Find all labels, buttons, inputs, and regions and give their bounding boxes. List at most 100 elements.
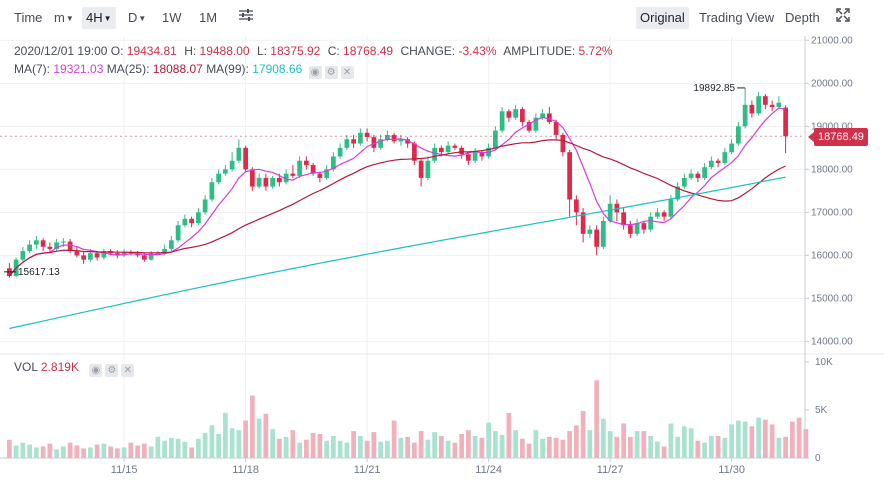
candle-body (513, 109, 518, 118)
candle-body (601, 220, 606, 247)
volume-bar (493, 431, 498, 458)
candle-body (67, 241, 73, 252)
ma-legend: MA(7): 19321.03 MA(25): 18088.07 MA(99):… (14, 62, 354, 79)
candle-body (432, 147, 437, 161)
volume-tick-label: 0 (815, 453, 821, 464)
volume-bar (74, 445, 80, 458)
volume-bar (243, 420, 248, 458)
original-tab[interactable]: Original (636, 7, 689, 29)
ma25-label: MA(25): (106, 62, 150, 76)
candle-body (182, 218, 188, 226)
candle-body (47, 246, 53, 249)
candle-body (520, 109, 525, 123)
candle-body (594, 229, 599, 247)
volume-bar (398, 437, 404, 458)
volume-bar (621, 423, 626, 458)
low-label: L: (256, 44, 267, 58)
fullscreen-icon[interactable] (836, 7, 850, 29)
candle-body (351, 139, 356, 144)
candle-body (445, 145, 451, 153)
candle-body (216, 173, 221, 183)
candle-body (331, 156, 336, 170)
price-tick-label: 18000.00 (811, 164, 853, 175)
close-icon[interactable]: ✕ (121, 364, 135, 377)
candle-body (634, 223, 640, 234)
volume-bar (115, 448, 120, 458)
amplitude-value: 5.72% (578, 44, 613, 58)
interval-toolbar: Time m▼ 4H▼ D▼ 1W 1M Original Trading Vi… (0, 0, 884, 36)
volume-bar (722, 437, 728, 458)
volume-bar (682, 426, 687, 458)
minute-label: m (54, 10, 65, 25)
candle-body (378, 139, 383, 148)
interval-4h-label: 4H (86, 10, 103, 25)
low-value: 18375.92 (270, 44, 321, 58)
candle-body (317, 173, 323, 178)
current-price-tag: 18768.49 (808, 128, 868, 146)
volume-bar (317, 434, 323, 458)
candle-body (688, 173, 694, 178)
volume-bar (472, 435, 478, 458)
candle-body (196, 212, 201, 224)
settings-icon[interactable]: ⚙ (324, 66, 338, 79)
volume-bar (614, 436, 620, 458)
candle-body (547, 113, 552, 123)
candle-body (661, 212, 667, 217)
candle-body (614, 203, 620, 213)
volume-bar (459, 434, 464, 458)
volume-bar (94, 444, 100, 458)
volume-bar (601, 418, 606, 458)
volume-bar (169, 437, 174, 458)
volume-bar (668, 423, 674, 458)
candle-body (493, 130, 498, 148)
candle-body (729, 143, 734, 153)
open-value: 19434.81 (126, 44, 177, 58)
open-label: O: (110, 44, 124, 58)
candle-body (742, 104, 748, 127)
volume-bar (742, 421, 748, 458)
price-tick-label: 21000.00 (811, 35, 853, 46)
volume-bar (729, 424, 734, 458)
candle-body (94, 253, 100, 258)
volume-bar (418, 431, 424, 458)
time-tick-label: 11/18 (232, 464, 259, 476)
volume-bar (506, 412, 512, 458)
candle-body (115, 253, 120, 256)
volume-bar (223, 412, 228, 458)
tradingview-tab[interactable]: Trading View (699, 10, 775, 25)
close-icon[interactable]: ✕ (340, 66, 354, 79)
candle-body (297, 160, 302, 176)
indicator-settings-icon[interactable] (238, 7, 254, 29)
volume-bar (547, 436, 552, 458)
high-value: 19488.00 (199, 44, 250, 58)
volume-bar (553, 437, 559, 458)
candle-body (270, 177, 275, 187)
month-tab[interactable]: 1M (199, 10, 218, 25)
candle-body (263, 177, 269, 187)
volume-bar (796, 417, 802, 458)
candle-body (88, 253, 93, 260)
candle-body (256, 177, 262, 187)
interval-4h-dropdown[interactable]: 4H▼ (82, 7, 116, 29)
candle-body (709, 160, 714, 168)
depth-tab[interactable]: Depth (785, 10, 820, 25)
close-label: C: (327, 44, 340, 58)
time-tab[interactable]: Time (14, 10, 43, 25)
eye-icon[interactable]: ◉ (308, 66, 322, 79)
eye-icon[interactable]: ◉ (89, 364, 103, 377)
settings-icon[interactable]: ⚙ (105, 364, 119, 377)
candle-body (533, 117, 539, 131)
candle-body (189, 218, 194, 224)
day-dropdown[interactable]: D▼ (128, 7, 146, 29)
volume-bar (702, 442, 707, 458)
candle-body (27, 244, 32, 252)
minute-dropdown[interactable]: m▼ (54, 7, 74, 29)
candle-body (398, 139, 404, 142)
volume-bar (67, 442, 73, 458)
high-label: H: (184, 44, 197, 58)
week-tab[interactable]: 1W (162, 10, 182, 25)
candle-body (499, 111, 505, 131)
volume-bar (783, 436, 788, 458)
volume-value: 2.819K (40, 360, 79, 374)
